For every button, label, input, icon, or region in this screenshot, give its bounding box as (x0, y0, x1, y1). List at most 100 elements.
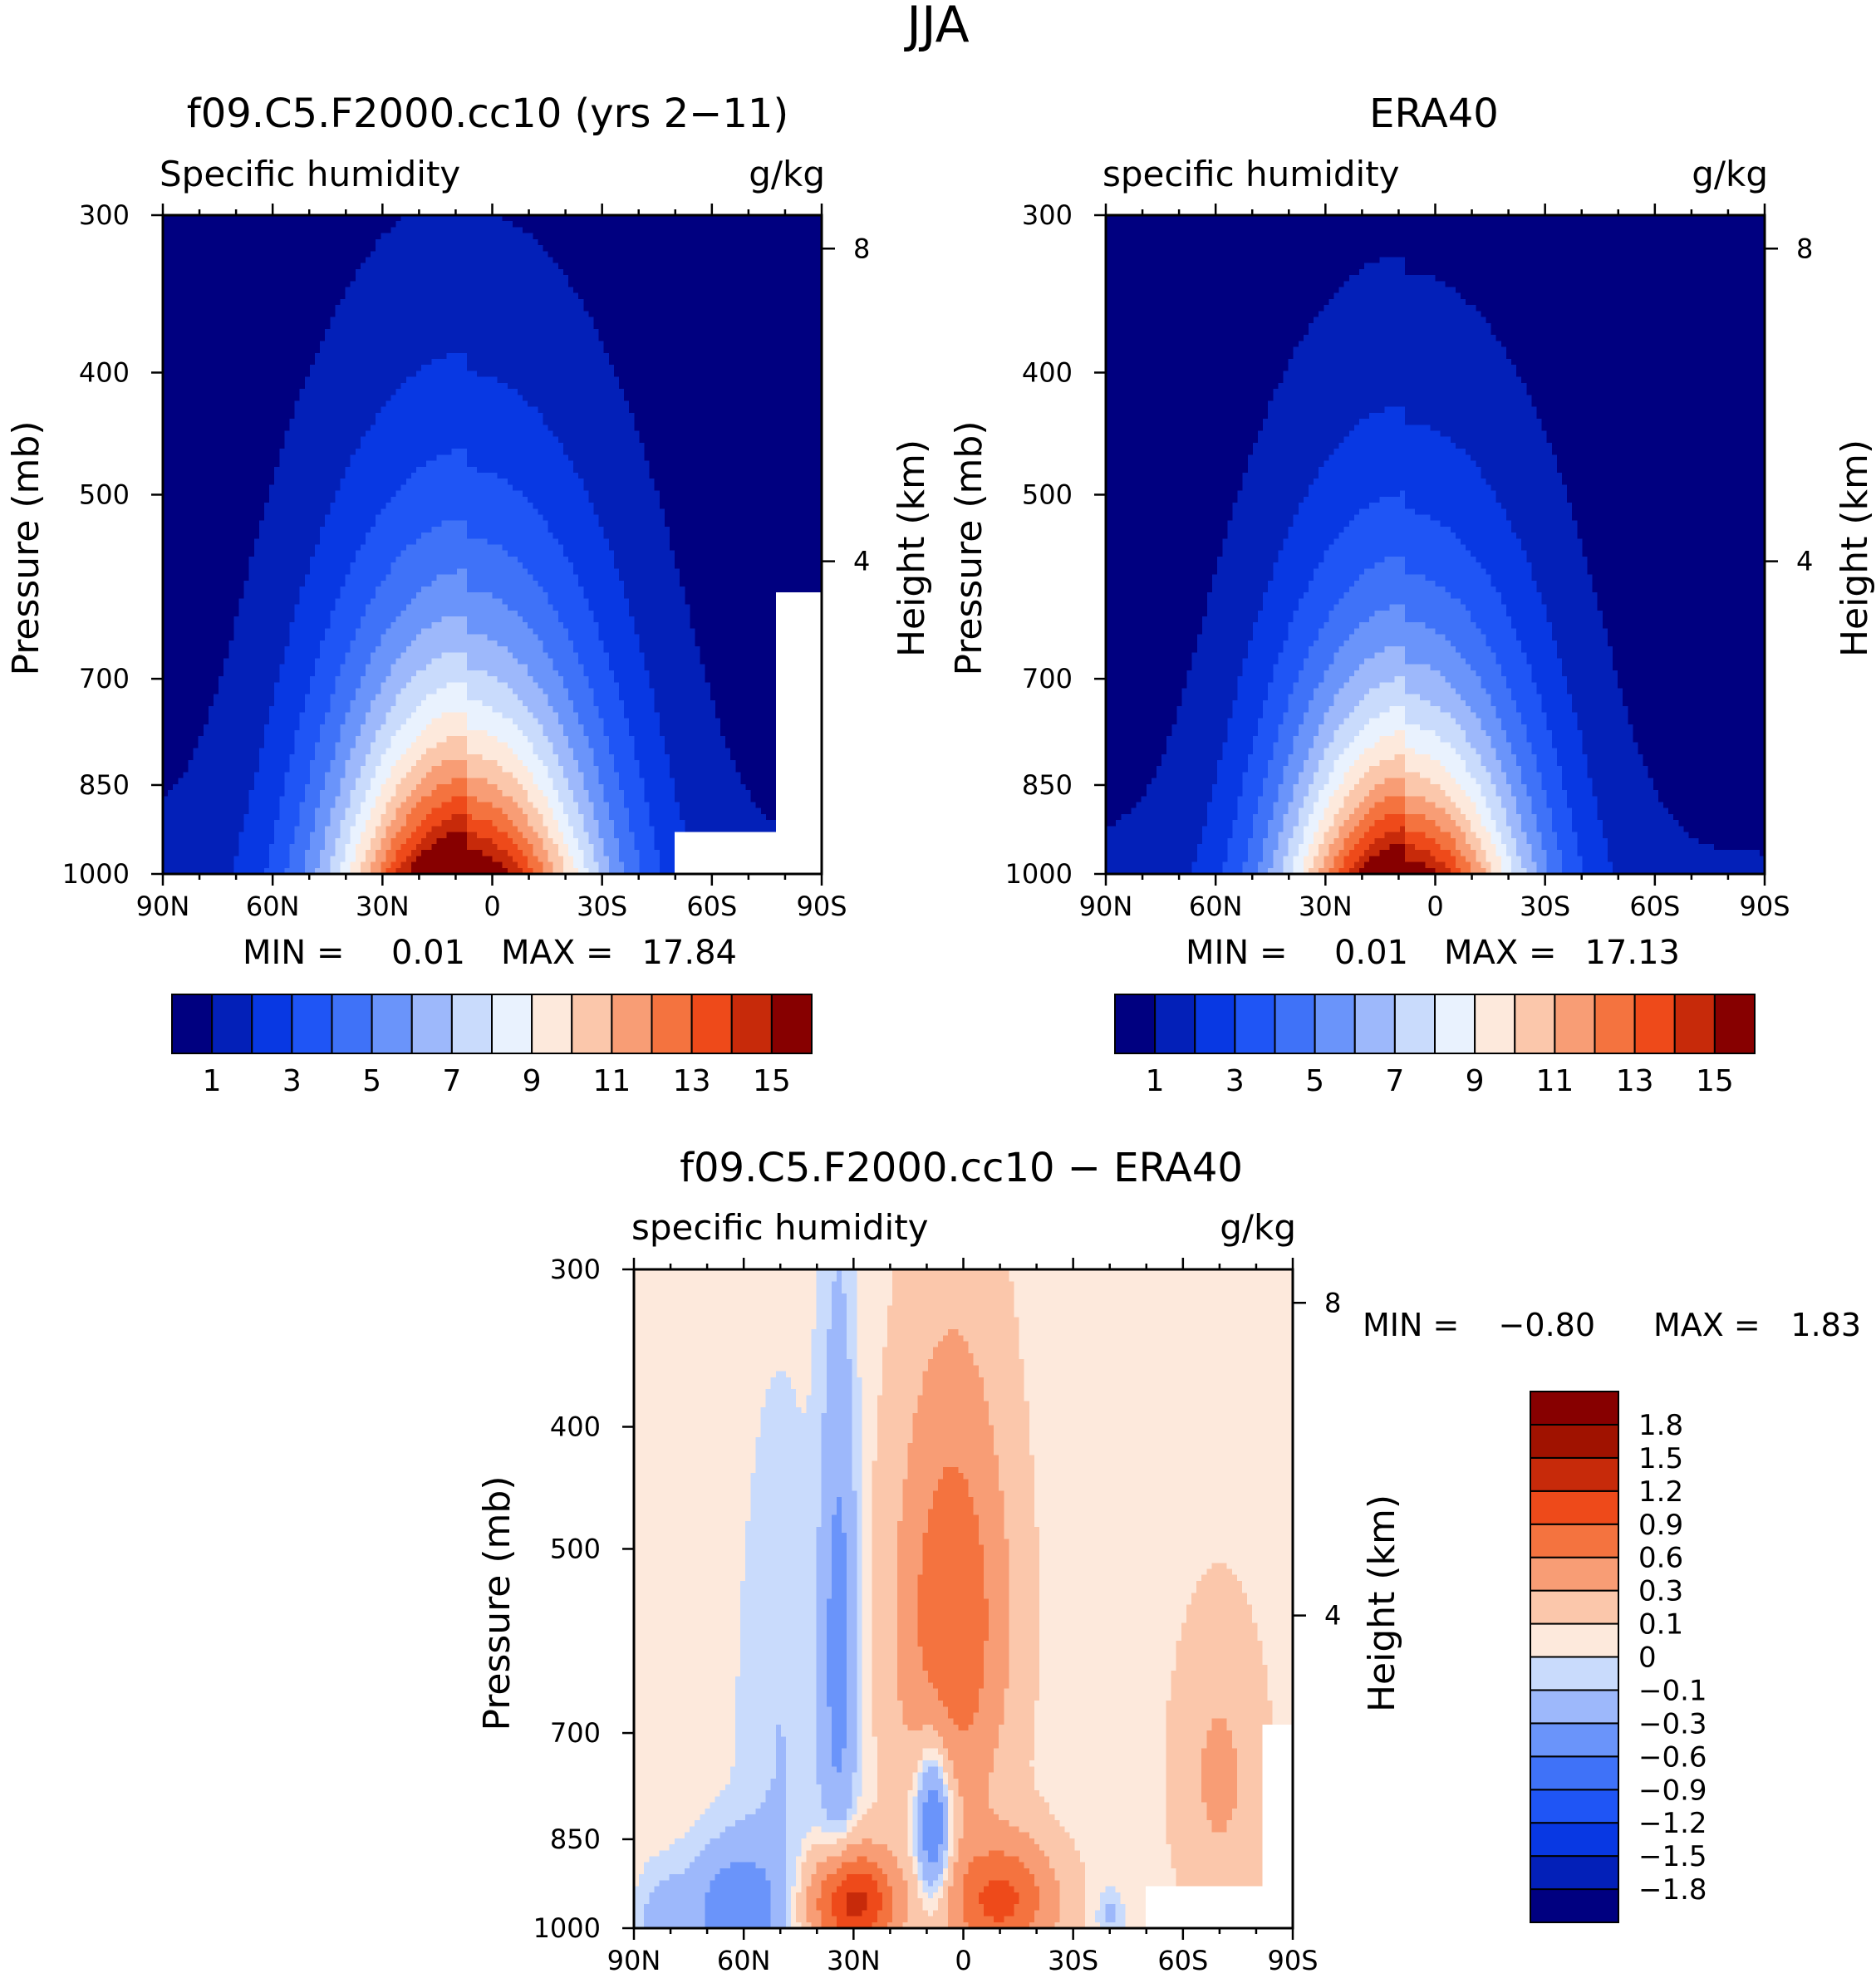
contour-cell (512, 341, 518, 348)
contour-cell (740, 376, 747, 384)
contour-cell (568, 341, 574, 348)
contour-cell (416, 257, 422, 264)
contour-cell (315, 376, 321, 384)
contour-cell (304, 382, 311, 390)
contour-cell (253, 328, 260, 336)
contour-cell (274, 281, 280, 288)
contour-cell (588, 298, 595, 306)
contour-cell (335, 263, 341, 270)
contour-cell (294, 238, 301, 246)
contour-cell (360, 233, 366, 240)
contour-cell (806, 227, 813, 234)
contour-cell (538, 322, 544, 330)
contour-cell (649, 389, 656, 395)
contour-cell (258, 311, 265, 318)
contour-cell (613, 287, 620, 294)
contour-cell (816, 389, 823, 395)
contour-cell (629, 341, 635, 348)
contour-cell (765, 359, 772, 366)
contour-cell (755, 233, 762, 240)
contour-cell (543, 292, 549, 300)
contour-cell (720, 215, 726, 222)
contour-cell (781, 346, 787, 354)
contour-cell (629, 436, 635, 444)
contour-cell (720, 322, 726, 330)
contour-cell (426, 400, 432, 408)
contour-cell (183, 215, 189, 222)
contour-cell (233, 365, 240, 372)
contour-cell (309, 352, 316, 360)
contour-cell (203, 395, 209, 402)
contour-cell (426, 298, 432, 306)
contour-cell (750, 382, 757, 390)
contour-cell (720, 335, 726, 341)
contour-cell (304, 389, 311, 395)
contour-cell (730, 227, 736, 234)
contour-cell (791, 275, 798, 282)
contour-cell (710, 359, 716, 366)
contour-cell (304, 251, 311, 258)
contour-cell (304, 292, 311, 300)
contour-cell (700, 317, 706, 324)
contour-cell (269, 233, 275, 240)
contour-cell (578, 245, 584, 252)
contour-cell (705, 268, 711, 276)
contour-cell (771, 292, 777, 300)
contour-cell (400, 233, 407, 240)
contour-cell (426, 238, 432, 246)
contour-cell (523, 328, 528, 336)
contour-cell (523, 400, 528, 408)
contour-cell (705, 281, 711, 288)
contour-cell (730, 233, 736, 240)
contour-cell (598, 395, 605, 402)
contour-cell (593, 233, 600, 240)
contour-cell (355, 365, 361, 372)
contour-cell (214, 233, 219, 240)
contour-cell (664, 245, 670, 252)
contour-cell (289, 382, 296, 390)
contour-cell (603, 365, 610, 372)
contour-cell (416, 322, 422, 330)
contour-cell (243, 227, 250, 234)
contour-cell (405, 436, 412, 444)
contour-cell (178, 328, 184, 336)
contour-cell (593, 328, 600, 336)
contour-cell (309, 292, 316, 300)
contour-cell (664, 425, 670, 432)
contour-cell (543, 335, 549, 341)
contour-cell (659, 227, 665, 234)
contour-cell (431, 425, 437, 432)
contour-cell (330, 359, 336, 366)
contour-cell (193, 251, 199, 258)
contour-cell (685, 275, 690, 282)
contour-cell (664, 275, 670, 282)
contour-cell (543, 268, 549, 276)
contour-cell (548, 311, 554, 318)
contour-cell (284, 251, 291, 258)
contour-cell (745, 268, 752, 276)
contour-cell (644, 251, 651, 258)
contour-cell (243, 400, 250, 408)
contour-cell (705, 245, 711, 252)
contour-cell (431, 322, 437, 330)
contour-cell (350, 406, 356, 414)
contour-cell (441, 412, 448, 420)
contour-cell (258, 371, 265, 378)
contour-cell (193, 436, 199, 444)
contour-cell (441, 371, 448, 378)
contour-cell (583, 430, 589, 438)
contour-cell (740, 305, 747, 312)
contour-cell (208, 251, 214, 258)
contour-cell (390, 376, 397, 384)
contour-cell (264, 395, 270, 402)
contour-cell (675, 346, 680, 354)
contour-cell (654, 406, 661, 414)
contour-cell (410, 221, 417, 228)
contour-cell (386, 425, 392, 432)
contour-cell (269, 245, 275, 252)
contour-cell (421, 287, 427, 294)
contour-cell (593, 317, 600, 324)
contour-cell (528, 365, 533, 372)
contour-cell (755, 238, 762, 246)
contour-cell (680, 298, 685, 306)
